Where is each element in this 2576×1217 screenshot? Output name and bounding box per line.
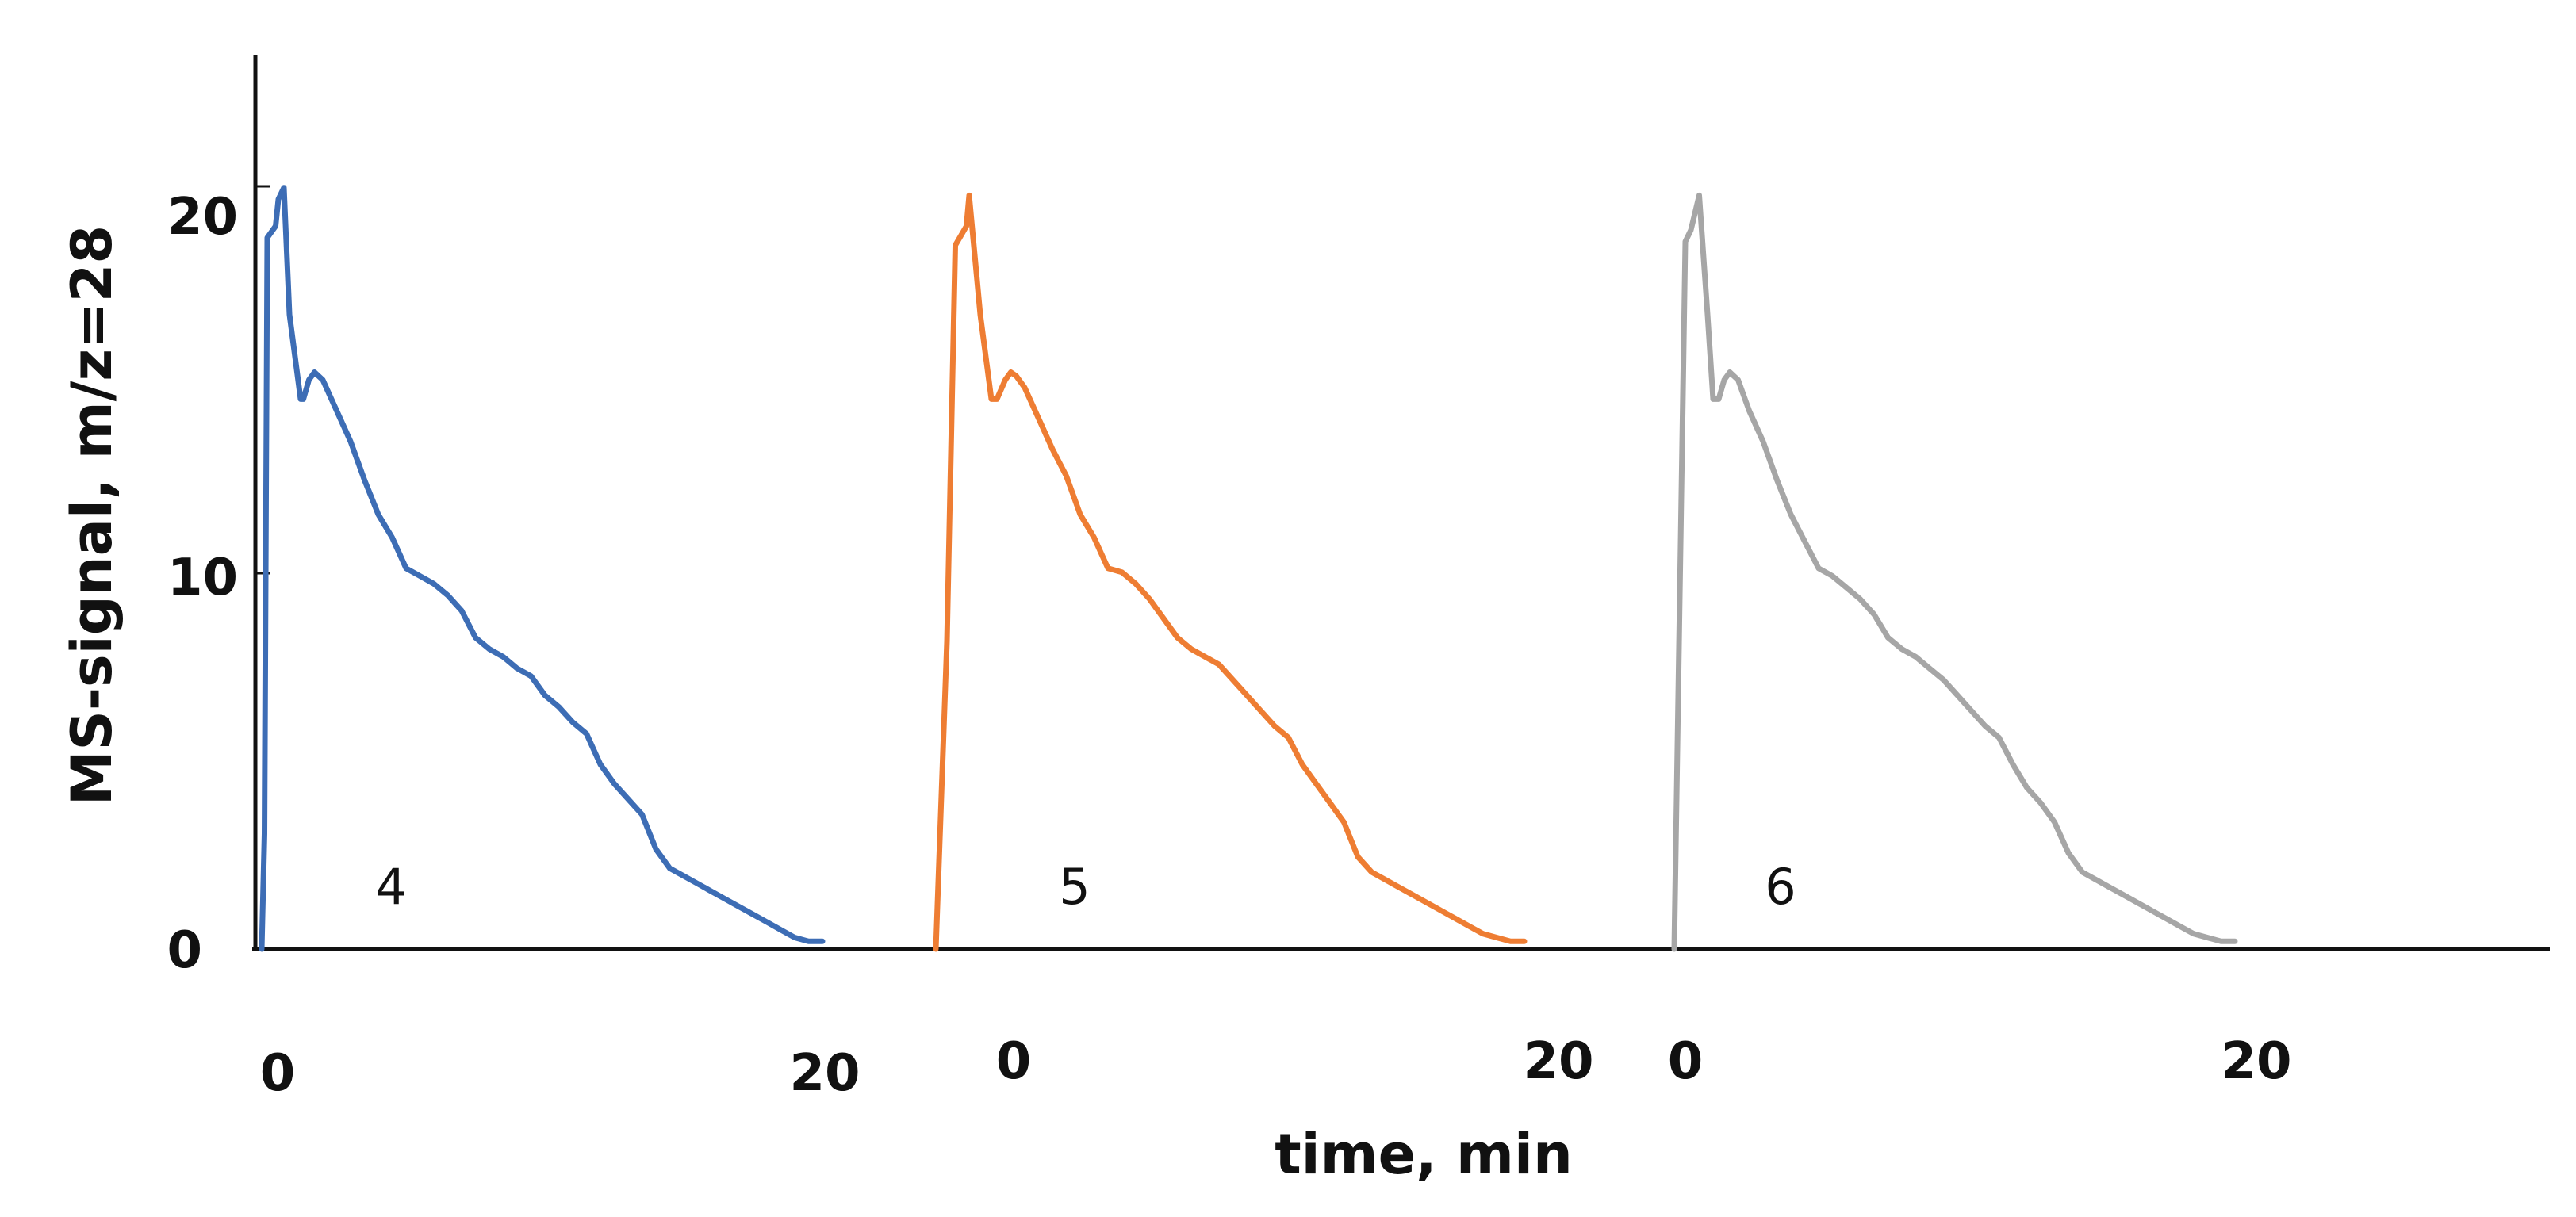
series-line-5 [933,192,1528,952]
series-label-6: 6 [1765,858,1796,916]
y-tick-label-20: 20 [167,188,238,247]
y-tick-label-10: 10 [167,549,238,607]
series-line-6 [1671,192,2238,952]
series-line-4 [259,185,826,952]
series-layer [259,185,2238,952]
x-tick-label-20-panel-6: 20 [2221,1032,2291,1091]
x-axis-title: time, min [1275,1122,1573,1187]
series-label-4: 4 [375,858,406,916]
x-tick-label-0-panel-4: 0 [260,1044,296,1103]
y-axis-title: MS-signal, m/z=28 [59,225,125,806]
series-label-5: 5 [1059,858,1090,916]
x-tick-label-20-panel-4: 20 [789,1044,860,1103]
x-tick-label-0-panel-5: 0 [996,1032,1032,1091]
x-tick-label-20-panel-5: 20 [1523,1032,1593,1091]
x-tick-label-0-panel-6: 0 [1668,1032,1704,1091]
y-tick-label-0: 0 [167,921,202,980]
